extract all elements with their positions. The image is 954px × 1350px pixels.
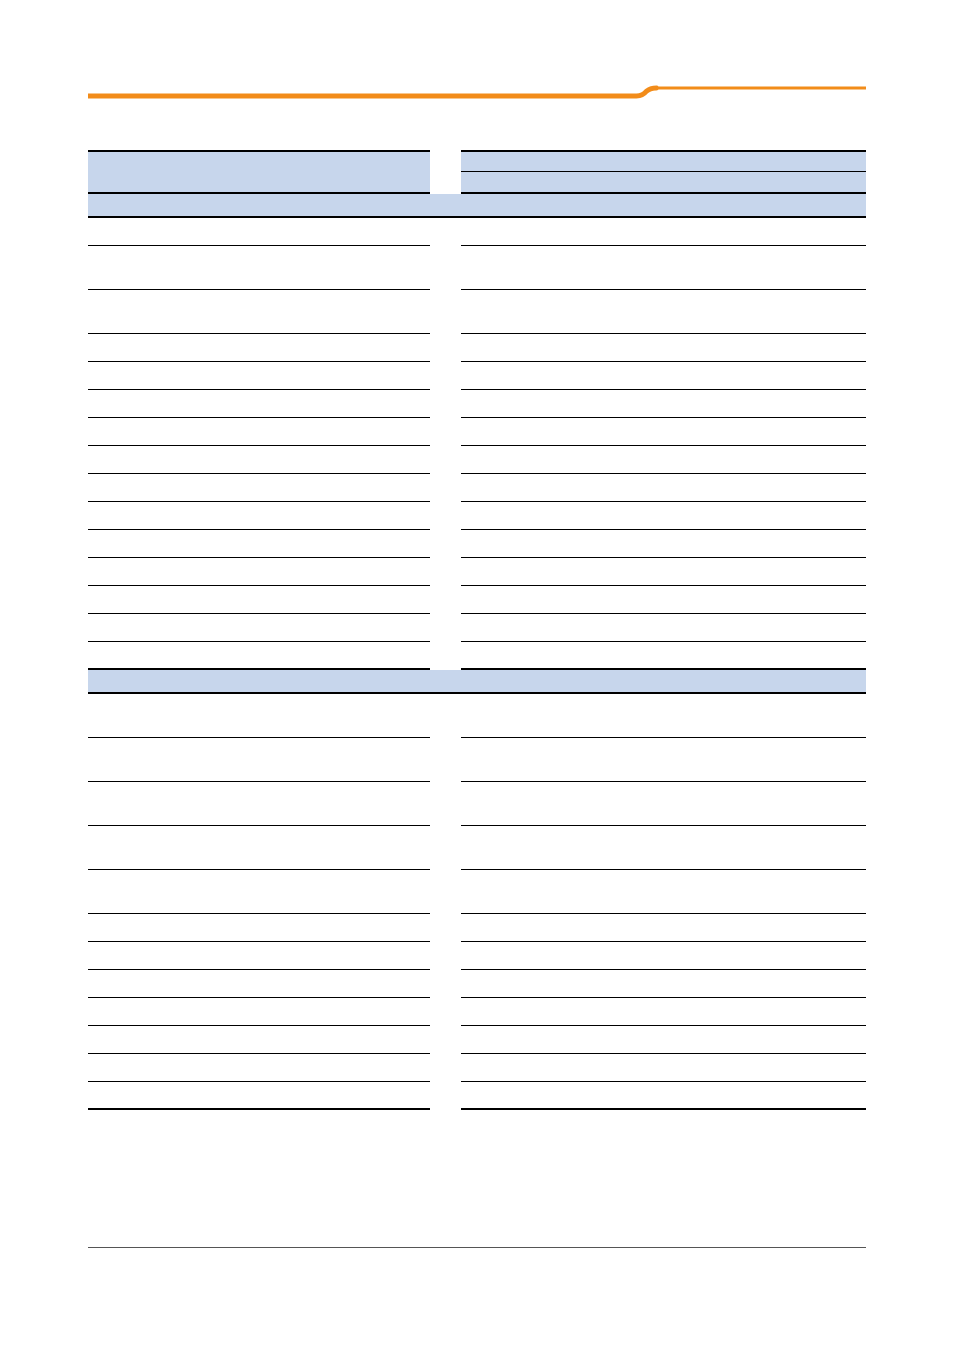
spec-row-gap [430,218,461,246]
spec-row-gap [430,446,461,474]
spec-row-name [88,390,430,418]
spec-row-value [461,246,866,290]
spec-row-gap [430,942,461,970]
spec-row-gap [430,502,461,530]
spec-row-name [88,614,430,642]
spec-row-value [461,390,866,418]
spec-row-name [88,694,430,738]
spec-row-gap [430,530,461,558]
section-header [88,670,866,694]
spec-row-value [461,530,866,558]
spec-row-name [88,446,430,474]
spec-row-value [461,614,866,642]
spec-row-name [88,998,430,1026]
page-footer [88,1247,866,1254]
spec-row-gap [430,738,461,782]
spec-row-gap [430,1082,461,1110]
spec-row-gap [430,246,461,290]
spec-row-name [88,586,430,614]
spec-row-gap [430,1026,461,1054]
spec-row-name [88,826,430,870]
spec-row-gap [430,1054,461,1082]
spec-row-value [461,826,866,870]
spec-row-value [461,998,866,1026]
col-header-gap [430,150,461,194]
col-header-name [88,150,430,194]
spec-row-name [88,218,430,246]
col-header-value-bottom [461,172,866,194]
spec-row-name [88,914,430,942]
spec-row-gap [430,290,461,334]
spec-row-value [461,218,866,246]
spec-row-gap [430,586,461,614]
spec-row-value [461,738,866,782]
spec-row-value [461,870,866,914]
spec-row-value [461,558,866,586]
spec-row-name [88,1026,430,1054]
spec-row-gap [430,870,461,914]
spec-row-value [461,914,866,942]
spec-row-value [461,474,866,502]
spec-row-value [461,418,866,446]
spec-row-gap [430,334,461,362]
spec-row-name [88,1082,430,1110]
spec-row-gap [430,694,461,738]
spec-row-value [461,446,866,474]
spec-row-name [88,738,430,782]
spec-row-name [88,942,430,970]
spec-row-gap [430,558,461,586]
spec-row-name [88,1054,430,1082]
spec-row-value [461,782,866,826]
spec-row-value [461,642,866,670]
spec-row-name [88,290,430,334]
spec-row-value [461,362,866,390]
spec-row-gap [430,642,461,670]
spec-row-gap [430,914,461,942]
spec-row-gap [430,970,461,998]
spec-row-name [88,474,430,502]
spec-row-gap [430,826,461,870]
spec-row-name [88,642,430,670]
spec-row-value [461,502,866,530]
spec-row-name [88,418,430,446]
spec-row-gap [430,474,461,502]
section-header [88,194,866,218]
spec-row-gap [430,614,461,642]
spec-row-name [88,870,430,914]
spec-row-name [88,530,430,558]
spec-row-name [88,558,430,586]
spec-row-name [88,970,430,998]
spec-table [88,150,866,1110]
spec-row-value [461,1082,866,1110]
spec-row-value [461,334,866,362]
spec-row-value [461,290,866,334]
spec-row-value [461,970,866,998]
spec-row-gap [430,782,461,826]
spec-row-value [461,1054,866,1082]
spec-row-value [461,694,866,738]
spec-row-value [461,942,866,970]
spec-row-name [88,782,430,826]
spec-row-value [461,586,866,614]
spec-row-name [88,334,430,362]
spec-row-name [88,246,430,290]
spec-row-name [88,362,430,390]
spec-row-gap [430,390,461,418]
col-header-value-top [461,150,866,172]
spec-row-gap [430,418,461,446]
spec-row-gap [430,362,461,390]
spec-row-name [88,502,430,530]
spec-row-gap [430,998,461,1026]
spec-row-value [461,1026,866,1054]
